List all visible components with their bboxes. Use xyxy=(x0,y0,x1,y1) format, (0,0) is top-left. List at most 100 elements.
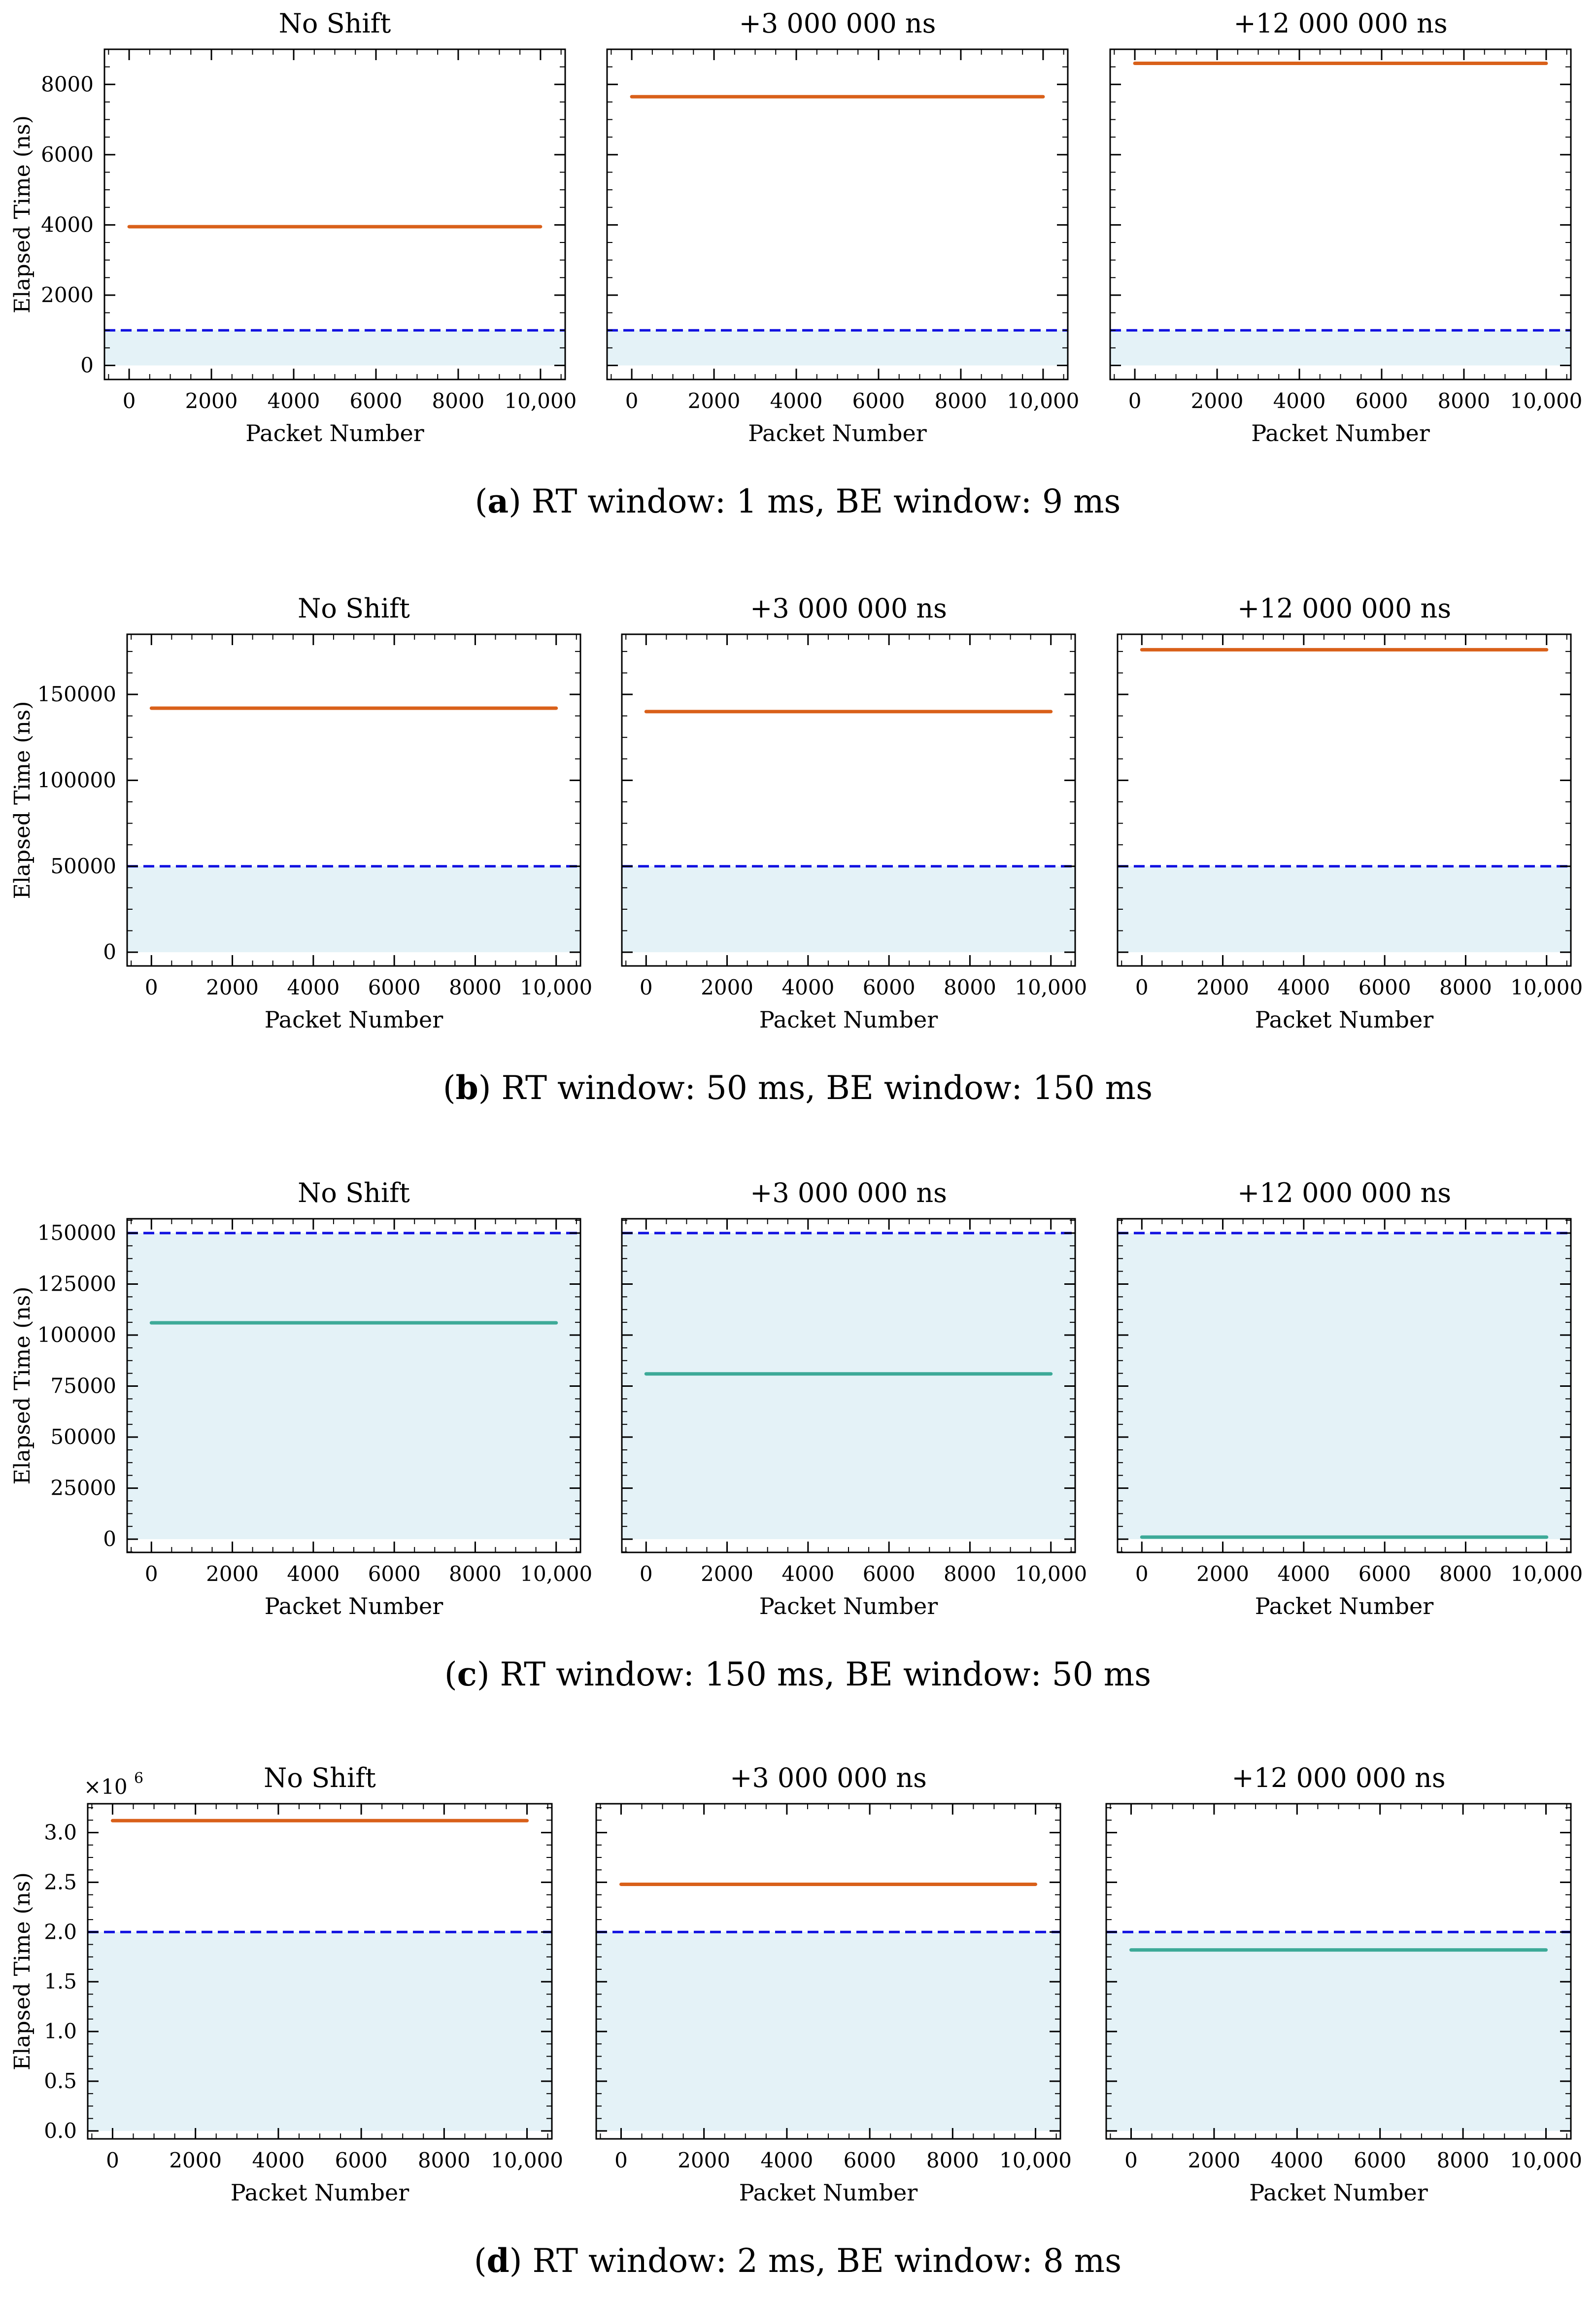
panel-b-3: 0 2000 4000 6000 8000 10,000 +12 000 000 ns Pac… xyxy=(1117,593,1583,1033)
deadline-shade xyxy=(1110,330,1571,366)
y-axis-label: Elapsed Time (ns) xyxy=(10,1872,35,2070)
x-tick-label: 10,000 xyxy=(520,1562,592,1586)
x-axis-label: Packet Number xyxy=(265,1006,443,1033)
x-tick-label: 0 xyxy=(145,1562,158,1586)
x-tick-label: 6000 xyxy=(368,1562,421,1586)
deadline-shade xyxy=(127,1233,580,1540)
panel-title: No Shift xyxy=(279,8,391,39)
y-tick-label: 0.5 xyxy=(44,2069,77,2093)
y-tick-label: 0 xyxy=(80,353,94,377)
panel-d-1: 0 2000 4000 6000 8000 10,000 0.0 0.5 1.0 1.5 2.0 2.… xyxy=(44,1762,563,2206)
x-axis-label: Packet Number xyxy=(1255,1006,1433,1033)
x-tick-label: 10,000 xyxy=(999,2148,1072,2172)
y-tick-label: 2.5 xyxy=(44,1870,77,1894)
panel-a-2: 0 2000 4000 6000 8000 10,000 +3 000 000 ns Pack… xyxy=(606,8,1079,447)
y-tick-label: 0 xyxy=(103,940,116,964)
x-tick-label: 2000 xyxy=(688,389,741,413)
x-tick-label: 2000 xyxy=(169,2148,222,2172)
panel-a-3: 0 2000 4000 6000 8000 10,000 +12 000 000 ns Pac… xyxy=(1109,8,1582,447)
x-tick-label: 4000 xyxy=(268,389,320,413)
caption-text: RT window: 150 ms, BE window: 50 ms xyxy=(490,1655,1152,1693)
x-tick-label: 0 xyxy=(1135,1562,1149,1586)
panel-b-2: 0 2000 4000 6000 8000 10,000 +3 000 000 ns Pack… xyxy=(621,593,1087,1033)
y-tick-label: 25000 xyxy=(50,1476,116,1500)
caption-text: RT window: 2 ms, BE window: 8 ms xyxy=(522,2242,1122,2280)
x-axis-label: Packet Number xyxy=(245,420,424,447)
x-tick-label: 4000 xyxy=(760,2148,813,2172)
panel-title: +12 000 000 ns xyxy=(1233,8,1447,39)
caption-paren-close: ) xyxy=(509,2242,522,2280)
deadline-shade xyxy=(104,330,565,366)
x-tick-label: 0 xyxy=(625,389,639,413)
x-tick-label: 6000 xyxy=(1358,975,1411,999)
panel-title: +12 000 000 ns xyxy=(1237,1177,1451,1208)
y-axis-label: Elapsed Time (ns) xyxy=(10,1287,35,1485)
x-tick-label: 8000 xyxy=(1439,975,1492,999)
x-tick-label: 0 xyxy=(640,1562,653,1586)
panel-d-2: 0 2000 4000 6000 8000 10,000 +3 000 000 ns Pack… xyxy=(595,1762,1072,2206)
x-tick-label: 8000 xyxy=(1439,1562,1492,1586)
x-tick-label: 10,000 xyxy=(1510,2148,1582,2172)
caption: (c) RT window: 150 ms, BE window: 50 ms xyxy=(444,1655,1151,1693)
x-tick-label: 8000 xyxy=(944,975,996,999)
x-tick-label: 10,000 xyxy=(520,975,592,999)
deadline-shade xyxy=(1118,1233,1571,1540)
x-tick-label: 10,000 xyxy=(1510,389,1582,413)
panel-b-1: 0 2000 4000 6000 8000 10,000 0 50000 100000 15000… xyxy=(37,593,593,1033)
y-tick-label: 100000 xyxy=(37,768,116,792)
y-tick-label: 4000 xyxy=(41,212,94,237)
x-tick-label: 4000 xyxy=(287,1562,340,1586)
caption-paren-open: ( xyxy=(475,482,488,520)
deadline-shade xyxy=(127,866,580,953)
y-tick-label: 150000 xyxy=(37,682,116,706)
x-tick-label: 10,000 xyxy=(1510,975,1583,999)
y-offset-exponent: 6 xyxy=(134,1770,143,1787)
caption: (a) RT window: 1 ms, BE window: 9 ms xyxy=(475,482,1121,520)
x-tick-label: 6000 xyxy=(863,975,916,999)
x-tick-label: 8000 xyxy=(1438,389,1491,413)
x-tick-label: 2000 xyxy=(1191,389,1244,413)
y-tick-label: 1.0 xyxy=(44,2019,77,2043)
x-axis-label: Packet Number xyxy=(739,2179,917,2206)
x-tick-label: 4000 xyxy=(1273,389,1326,413)
deadline-shade xyxy=(596,1932,1060,2131)
caption-text: RT window: 1 ms, BE window: 9 ms xyxy=(521,482,1121,520)
x-tick-label: 10,000 xyxy=(1015,1562,1087,1586)
x-axis-label: Packet Number xyxy=(1249,2179,1427,2206)
x-tick-label: 4000 xyxy=(252,2148,305,2172)
x-tick-label: 0 xyxy=(1135,975,1149,999)
x-tick-label: 4000 xyxy=(1277,1562,1330,1586)
x-tick-label: 10,000 xyxy=(491,2148,563,2172)
x-tick-label: 0 xyxy=(106,2148,119,2172)
x-tick-label: 8000 xyxy=(449,975,502,999)
caption-letter: d xyxy=(487,2241,509,2280)
panel-title: +3 000 000 ns xyxy=(730,1762,927,1793)
x-axis-label: Packet Number xyxy=(759,1006,938,1033)
y-tick-label: 2.0 xyxy=(44,1920,77,1944)
y-tick-label: 125000 xyxy=(37,1272,116,1296)
y-axis-label: Elapsed Time (ns) xyxy=(10,701,35,899)
deadline-shade xyxy=(1106,1932,1571,2131)
panel-title: +12 000 000 ns xyxy=(1231,1762,1445,1793)
chart-row-b: 0 2000 4000 6000 8000 10,000 0 50000 100000 15000… xyxy=(10,593,1583,1107)
x-tick-label: 2000 xyxy=(206,975,259,999)
panel-a-1: 0 2000 4000 6000 8000 10,000 0 2000 4000 6000 8000… xyxy=(41,8,577,447)
x-tick-label: 8000 xyxy=(926,2148,979,2172)
caption: (b) RT window: 50 ms, BE window: 150 ms xyxy=(443,1068,1153,1107)
x-tick-label: 8000 xyxy=(418,2148,471,2172)
panel-title: +12 000 000 ns xyxy=(1237,593,1451,624)
panel-title: +3 000 000 ns xyxy=(750,593,947,624)
x-tick-label: 2000 xyxy=(1196,975,1249,999)
x-tick-label: 10,000 xyxy=(504,389,577,413)
x-tick-label: 6000 xyxy=(1356,389,1408,413)
x-axis-label: Packet Number xyxy=(748,420,926,447)
panel-title: No Shift xyxy=(264,1762,376,1793)
x-tick-label: 2000 xyxy=(1188,2148,1240,2172)
x-tick-label: 6000 xyxy=(368,975,421,999)
y-tick-label: 100000 xyxy=(37,1323,116,1347)
caption: (d) RT window: 2 ms, BE window: 8 ms xyxy=(474,2241,1121,2280)
x-axis-label: Packet Number xyxy=(231,2179,409,2206)
x-tick-label: 4000 xyxy=(770,389,823,413)
x-tick-label: 2000 xyxy=(701,975,753,999)
